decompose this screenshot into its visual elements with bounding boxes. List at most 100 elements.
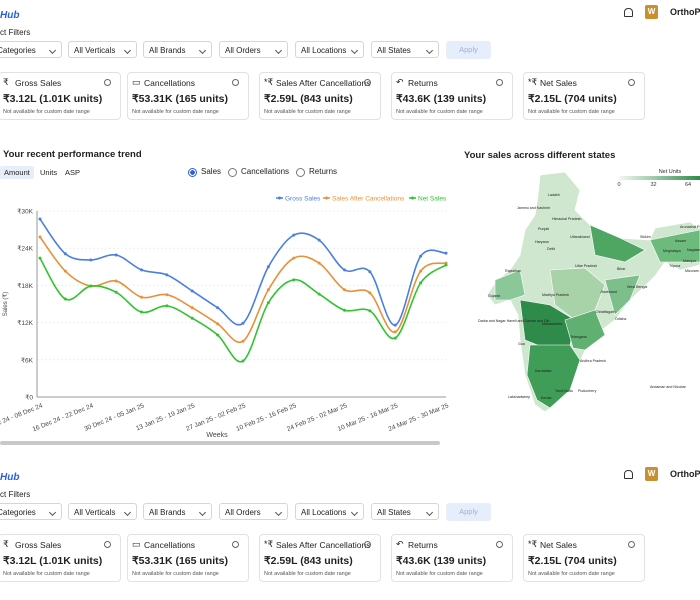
user-avatar[interactable]: W: [645, 5, 658, 19]
state-label: Karnataka: [535, 369, 551, 373]
radio[interactable]: [188, 168, 197, 177]
card-title: Returns: [408, 540, 438, 550]
data-point: [419, 254, 423, 258]
metric-card: *₹ Net Sales ₹2.15L (704 units) Not availab…: [523, 534, 645, 582]
state-label: Maharashtra: [542, 322, 562, 326]
metric-card: ₹ Gross Sales ₹3.12L (1.01K units) Not avai…: [0, 534, 121, 582]
metric-card: ↶ Returns ₹43.6K (139 units) Not available …: [391, 72, 513, 120]
notification-bell[interactable]: [624, 470, 633, 479]
state-label: Andhra Pradesh: [580, 359, 606, 363]
filters-title: Select Filters: [0, 490, 31, 499]
info-icon: [364, 541, 371, 548]
data-point: [343, 268, 346, 272]
data-point: [292, 256, 296, 260]
card-note: Not available for custom date range: [528, 571, 615, 577]
filter-select[interactable]: All Brands: [143, 41, 212, 58]
user-avatar[interactable]: W: [645, 467, 658, 481]
radio-label[interactable]: Sales: [201, 167, 222, 176]
radio[interactable]: [296, 168, 305, 177]
filter-select[interactable]: All States: [371, 41, 439, 58]
data-point: [317, 238, 321, 242]
brand: Hub: [0, 10, 20, 21]
legend-label: Net Sales: [418, 196, 447, 203]
apply-button[interactable]: Apply: [446, 503, 491, 521]
data-point: [165, 293, 169, 297]
notification-bell[interactable]: [624, 8, 633, 17]
data-point: [368, 291, 372, 295]
data-point: [140, 310, 143, 314]
apply-button[interactable]: Apply: [446, 41, 491, 59]
tab[interactable]: Amount: [0, 166, 34, 179]
state-label: Haryana: [535, 240, 549, 244]
info-icon: [364, 79, 371, 86]
legend-dot: [325, 196, 328, 200]
radio-label[interactable]: Cancellations: [241, 167, 290, 176]
card-title: Sales After Cancellations: [276, 78, 371, 88]
card-note: Not available for custom date range: [132, 571, 219, 577]
data-point: [317, 292, 321, 296]
data-point: [266, 288, 270, 292]
data-point: [241, 339, 245, 343]
state-label: Mizoram: [685, 269, 699, 273]
data-point: [419, 281, 423, 285]
info-icon: [232, 79, 239, 86]
state-label: Gujarat: [488, 294, 500, 298]
series-line: [39, 218, 447, 326]
filter-select[interactable]: All Orders: [219, 41, 288, 58]
state-region: [649, 229, 700, 263]
data-point: [140, 268, 143, 272]
state-label: West Bengal: [627, 285, 648, 289]
filter-select[interactable]: All Locations: [295, 41, 364, 58]
card-value: ₹53.31K (165 units): [132, 93, 228, 105]
x-axis-title: Weeks: [206, 432, 228, 439]
card-note: Not available for custom date range: [3, 109, 90, 115]
state-label: Punjab: [538, 227, 549, 231]
data-point: [216, 306, 220, 310]
data-point: [317, 261, 321, 265]
filter-select[interactable]: All Verticals: [68, 41, 137, 58]
card-value: ₹2.59L (843 units): [264, 93, 353, 105]
state-label: Jharkhand: [600, 290, 617, 294]
card-title: Returns: [408, 78, 438, 88]
state-label: Odisha: [615, 317, 626, 321]
state-label: Uttar Pradesh: [575, 264, 597, 268]
state-label: Assam: [675, 239, 686, 243]
filter-select[interactable]: All Categories: [0, 503, 62, 520]
data-point: [393, 330, 397, 334]
state-label: Lakshadweep: [508, 395, 530, 399]
radio-label[interactable]: Returns: [309, 167, 338, 176]
filter-select[interactable]: All Categories: [0, 41, 62, 58]
filter-select[interactable]: All Verticals: [68, 503, 137, 520]
data-point: [216, 333, 220, 337]
state-label: Uttarakhand: [570, 235, 590, 239]
legend-tick: 0: [617, 182, 620, 188]
card-note: Not available for custom date range: [264, 571, 351, 577]
y-tick-label: ₹6K: [21, 356, 34, 364]
card-icon: ₹: [3, 539, 9, 549]
data-point: [190, 306, 194, 310]
card-value: ₹3.12L (1.01K units): [3, 555, 103, 567]
state-label: Telangana: [570, 335, 587, 339]
data-point: [266, 301, 270, 305]
filter-select[interactable]: All Orders: [219, 503, 288, 520]
card-title: Net Sales: [540, 540, 577, 550]
radio[interactable]: [228, 168, 237, 177]
card-note: Not available for custom date range: [396, 109, 483, 115]
state-region: [604, 274, 641, 316]
filter-select[interactable]: All Brands: [143, 503, 212, 520]
tab[interactable]: Units: [40, 168, 58, 177]
data-point: [190, 289, 194, 293]
series-line: [39, 236, 447, 344]
state-label: Tamil Nadu: [555, 389, 573, 393]
state-label: Goa: [518, 342, 525, 346]
info-icon: [232, 541, 239, 548]
state-label: Nagaland: [687, 248, 700, 252]
state-label: Delhi: [547, 247, 555, 251]
filter-select[interactable]: All Locations: [295, 503, 364, 520]
filter-select[interactable]: All States: [371, 503, 439, 520]
state-label: Dadra and Nagar Haveli and Daman and Diu: [478, 319, 550, 323]
info-icon: [496, 79, 503, 86]
tab[interactable]: ASP: [65, 168, 81, 177]
